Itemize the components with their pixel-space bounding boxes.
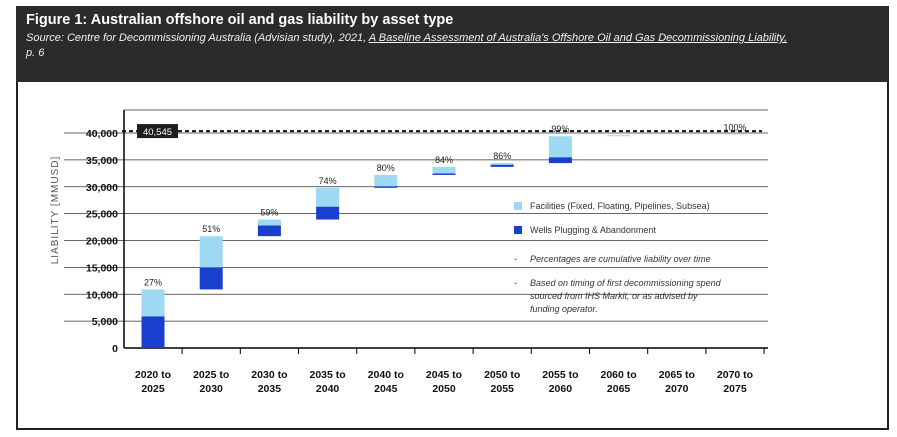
- bar-facilities: [257, 219, 281, 226]
- x-tick-label: 2050 to: [484, 369, 520, 381]
- figure-title: Figure 1: Australian offshore oil and ga…: [26, 12, 454, 28]
- bar-wells: [374, 186, 398, 188]
- x-tick-label: 2040: [316, 383, 340, 395]
- y-tick-label: 0: [112, 343, 118, 355]
- legend-note-source: sourced from IHS Markit, or as advised b…: [530, 291, 698, 301]
- bar-wells: [548, 157, 572, 164]
- cumulative-percent-label: 80%: [377, 163, 395, 173]
- x-tick-label: 2070 to: [717, 369, 753, 381]
- bar-wells: [316, 206, 340, 220]
- bar-facilities: [374, 174, 398, 187]
- y-tick-label: 40,000: [86, 128, 118, 140]
- x-tick-label: 2070: [665, 383, 689, 395]
- x-tick-label: 2045 to: [426, 369, 462, 381]
- x-tick-label: 2025 to: [193, 369, 229, 381]
- x-tick-label: 2050: [432, 383, 456, 395]
- legend-swatch-wells: [514, 226, 522, 234]
- cumulative-percent-label: 84%: [435, 155, 453, 165]
- bar-facilities: [141, 289, 165, 317]
- y-tick-label: 5,000: [92, 316, 118, 328]
- legend-note-bullet: -: [514, 278, 517, 288]
- total-label: 40,545: [143, 127, 172, 138]
- legend-note-bullet: -: [514, 254, 517, 264]
- bar-wells: [257, 225, 281, 237]
- x-tick-label: 2065 to: [659, 369, 695, 381]
- x-tick-label: 2030 to: [251, 369, 287, 381]
- y-tick-label: 30,000: [86, 182, 118, 194]
- figure-header: Figure 1: Australian offshore oil and ga…: [16, 6, 889, 82]
- bar-facilities: [199, 236, 223, 268]
- legend-note-source: funding operator.: [530, 304, 598, 314]
- legend-label-facilities: Facilities (Fixed, Floating, Pipelines, …: [530, 201, 710, 211]
- x-tick-label: 2055: [491, 383, 515, 395]
- y-tick-label: 15,000: [86, 262, 118, 274]
- total-label-box: [137, 124, 178, 139]
- source-reference-link[interactable]: A Baseline Assessment of Australia's Off…: [368, 32, 788, 44]
- bar-facilities: [607, 135, 631, 137]
- y-tick-label: 20,000: [86, 236, 118, 248]
- y-tick-label: 35,000: [86, 155, 118, 167]
- cumulative-percent-label: 27%: [144, 277, 162, 287]
- cumulative-percent-label: 51%: [202, 224, 220, 234]
- x-tick-label: 2035 to: [310, 369, 346, 381]
- bar-facilities: [490, 163, 514, 165]
- figure-source: Source: Centre for Decommissioning Austr…: [26, 31, 879, 61]
- x-tick-label: 2075: [723, 383, 747, 395]
- x-tick-label: 2055 to: [542, 369, 578, 381]
- source-suffix: p. 6: [26, 47, 45, 59]
- bar-wells: [490, 164, 514, 167]
- bar-wells: [141, 316, 165, 348]
- x-tick-label: 2030: [200, 383, 224, 395]
- x-tick-label: 2040 to: [368, 369, 404, 381]
- legend-swatch-facilities: [514, 202, 522, 210]
- x-tick-label: 2035: [258, 383, 282, 395]
- bar-facilities: [548, 136, 572, 158]
- y-tick-label: 25,000: [86, 209, 118, 221]
- chart-frame: [16, 82, 889, 430]
- source-prefix: Source: Centre for Decommissioning Austr…: [26, 32, 369, 44]
- x-tick-label: 2060 to: [601, 369, 637, 381]
- cumulative-percent-label: 59%: [260, 208, 278, 218]
- x-tick-label: 2065: [607, 383, 631, 395]
- bar-wells: [199, 267, 223, 290]
- bar-facilities: [316, 187, 340, 207]
- legend-label-wells: Wells Plugging & Abandonment: [530, 225, 656, 235]
- x-tick-label: 2025: [141, 383, 165, 395]
- bar-wells: [432, 173, 456, 175]
- x-tick-label: 2020 to: [135, 369, 171, 381]
- bar-facilities: [723, 134, 747, 136]
- y-tick-label: 10,000: [86, 289, 118, 301]
- bar-facilities: [432, 166, 456, 174]
- cumulative-percent-label: 99%: [551, 124, 569, 134]
- cumulative-percent-label: 86%: [493, 151, 511, 161]
- x-tick-label: 2045: [374, 383, 398, 395]
- y-axis-label: LIABILITY [MMUSD]: [50, 156, 61, 265]
- cumulative-percent-label: 100%: [723, 123, 746, 133]
- cumulative-percent-label: 74%: [319, 176, 337, 186]
- x-tick-label: 2060: [549, 383, 573, 395]
- legend-note-percentages: Percentages are cumulative liability ove…: [530, 254, 711, 264]
- legend-note-source: Based on timing of first decommissioning…: [530, 278, 722, 288]
